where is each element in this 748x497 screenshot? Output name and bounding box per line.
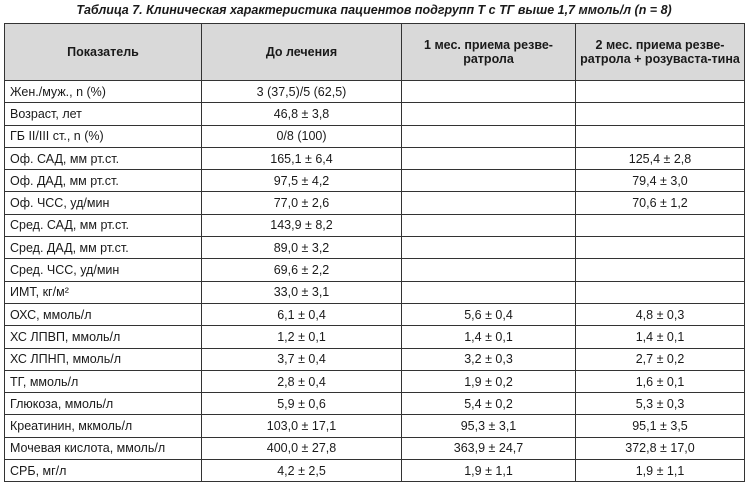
value-cell: [401, 79, 576, 104]
value-cell: 400,0 ± 27,8: [201, 436, 402, 461]
value-cell: [575, 124, 745, 148]
table-row: Возраст, лет 46,8 ± 3,8: [4, 102, 745, 126]
table-row: ХС ЛПНП, ммоль/л 3,7 ± 0,4 3,2 ± 0,3 2,7 ± …: [4, 347, 745, 371]
table-row: Глюкоза, ммоль/л 5,9 ± 0,6 5,4 ± 0,2 5,3 ± …: [4, 392, 745, 416]
value-cell: 372,8 ± 17,0: [575, 436, 745, 461]
row-label-cell: ИМТ, кг/м²: [4, 280, 202, 304]
value-cell: 5,9 ± 0,6: [201, 392, 402, 416]
row-label-cell: Мочевая кислота, ммоль/л: [4, 436, 202, 461]
value-cell: 95,1 ± 3,5: [575, 414, 745, 438]
header-row: Показатель До лечения 1 мес. приема резв…: [4, 23, 745, 81]
table-row: ОХС, ммоль/л 6,1 ± 0,4 5,6 ± 0,4 4,8 ± 0,3: [4, 302, 745, 327]
header-indicator: Показатель: [4, 23, 202, 81]
value-cell: [401, 102, 576, 126]
value-cell: 33,0 ± 3,1: [201, 280, 402, 304]
value-cell: 6,1 ± 0,4: [201, 302, 402, 327]
value-cell: 70,6 ± 1,2: [575, 191, 745, 215]
row-label-cell: Сред. ДАД, мм рт.ст.: [4, 236, 202, 260]
value-cell: 5,4 ± 0,2: [401, 392, 576, 416]
value-cell: 3,2 ± 0,3: [401, 347, 576, 371]
table-row: Креатинин, мкмоль/л 103,0 ± 17,1 95,3 ± 3,…: [4, 414, 745, 438]
value-cell: 5,3 ± 0,3: [575, 392, 745, 416]
value-cell: [401, 236, 576, 260]
value-cell: [401, 124, 576, 148]
value-cell: [401, 169, 576, 193]
value-cell: [575, 280, 745, 304]
table-row: СРБ, мг/л 4,2 ± 2,5 1,9 ± 1,1 1,9 ± 1,1: [4, 459, 745, 483]
row-label-cell: Сред. САД, мм рт.ст.: [4, 213, 202, 238]
row-label-cell: ХС ЛПНП, ммоль/л: [4, 347, 202, 371]
value-cell: 125,4 ± 2,8: [575, 146, 745, 171]
value-cell: [575, 213, 745, 238]
value-cell: 89,0 ± 3,2: [201, 236, 402, 260]
value-cell: [401, 146, 576, 171]
value-cell: 69,6 ± 2,2: [201, 258, 402, 282]
row-label-cell: ГБ II/III ст., n (%): [4, 124, 202, 148]
value-cell: 3 (37,5)/5 (62,5): [201, 79, 402, 104]
value-cell: [575, 102, 745, 126]
table-row: Жен./муж., n (%) 3 (37,5)/5 (62,5): [4, 79, 745, 104]
value-cell: [575, 79, 745, 104]
value-cell: 97,5 ± 4,2: [201, 169, 402, 193]
table-row: ТГ, ммоль/л 2,8 ± 0,4 1,9 ± 0,2 1,6 ± 0,1: [4, 369, 745, 394]
table-body: Жен./муж., n (%) 3 (37,5)/5 (62,5) Возраст…: [4, 79, 745, 483]
header-1-month-resveratrol: 1 мес. приема резве-ратрола: [401, 23, 576, 81]
table-row: ГБ II/III ст., n (%) 0/8 (100): [4, 124, 745, 148]
value-cell: 4,2 ± 2,5: [201, 459, 402, 483]
value-cell: 1,9 ± 1,1: [401, 459, 576, 483]
header-before-treatment: До лечения: [201, 23, 402, 81]
row-label-cell: Глюкоза, ммоль/л: [4, 392, 202, 416]
table-row: Оф. САД, мм рт.ст. 165,1 ± 6,4 125,4 ± 2,8: [4, 146, 745, 171]
value-cell: 0/8 (100): [201, 124, 402, 148]
value-cell: 1,6 ± 0,1: [575, 369, 745, 394]
row-label-cell: Оф. САД, мм рт.ст.: [4, 146, 202, 171]
value-cell: [575, 236, 745, 260]
table-row: ХС ЛПВП, ммоль/л 1,2 ± 0,1 1,4 ± 0,1 1,4 ± …: [4, 325, 745, 349]
value-cell: [401, 258, 576, 282]
value-cell: 1,2 ± 0,1: [201, 325, 402, 349]
header-2-month-resveratrol-rosuvastatin: 2 мес. приема резве-ратрола + розуваста-…: [575, 23, 745, 81]
row-label-cell: Сред. ЧСС, уд/мин: [4, 258, 202, 282]
table-row: Сред. ЧСС, уд/мин 69,6 ± 2,2: [4, 258, 745, 282]
value-cell: 143,9 ± 8,2: [201, 213, 402, 238]
value-cell: [401, 213, 576, 238]
value-cell: [401, 191, 576, 215]
row-label-cell: Возраст, лет: [4, 102, 202, 126]
row-label-cell: Жен./муж., n (%): [4, 79, 202, 104]
table-row: Оф. ДАД, мм рт.ст. 97,5 ± 4,2 79,4 ± 3,0: [4, 169, 745, 193]
table-row: Сред. САД, мм рт.ст. 143,9 ± 8,2: [4, 213, 745, 238]
value-cell: [575, 258, 745, 282]
row-label-cell: ТГ, ммоль/л: [4, 369, 202, 394]
value-cell: [401, 280, 576, 304]
value-cell: 46,8 ± 3,8: [201, 102, 402, 126]
value-cell: 1,4 ± 0,1: [401, 325, 576, 349]
row-label-cell: Оф. ЧСС, уд/мин: [4, 191, 202, 215]
row-label-cell: ОХС, ммоль/л: [4, 302, 202, 327]
table-header: Показатель До лечения 1 мес. приема резв…: [4, 23, 745, 81]
table-caption: Таблица 7. Клиническая характеристика па…: [76, 3, 672, 17]
value-cell: 1,4 ± 0,1: [575, 325, 745, 349]
clinical-characteristics-table: Показатель До лечения 1 мес. приема резв…: [4, 23, 745, 483]
value-cell: 165,1 ± 6,4: [201, 146, 402, 171]
row-label-cell: Креатинин, мкмоль/л: [4, 414, 202, 438]
value-cell: 2,7 ± 0,2: [575, 347, 745, 371]
value-cell: 1,9 ± 1,1: [575, 459, 745, 483]
value-cell: 5,6 ± 0,4: [401, 302, 576, 327]
value-cell: 3,7 ± 0,4: [201, 347, 402, 371]
row-label-cell: СРБ, мг/л: [4, 459, 202, 483]
value-cell: 1,9 ± 0,2: [401, 369, 576, 394]
row-label-cell: ХС ЛПВП, ммоль/л: [4, 325, 202, 349]
value-cell: 95,3 ± 3,1: [401, 414, 576, 438]
value-cell: 363,9 ± 24,7: [401, 436, 576, 461]
row-label-cell: Оф. ДАД, мм рт.ст.: [4, 169, 202, 193]
table-row: Мочевая кислота, ммоль/л 400,0 ± 27,8 363,…: [4, 436, 745, 461]
value-cell: 4,8 ± 0,3: [575, 302, 745, 327]
table-row: Оф. ЧСС, уд/мин 77,0 ± 2,6 70,6 ± 1,2: [4, 191, 745, 215]
value-cell: 79,4 ± 3,0: [575, 169, 745, 193]
table-row: Сред. ДАД, мм рт.ст. 89,0 ± 3,2: [4, 236, 745, 260]
value-cell: 103,0 ± 17,1: [201, 414, 402, 438]
table-row: ИМТ, кг/м² 33,0 ± 3,1: [4, 280, 745, 304]
value-cell: 2,8 ± 0,4: [201, 369, 402, 394]
value-cell: 77,0 ± 2,6: [201, 191, 402, 215]
